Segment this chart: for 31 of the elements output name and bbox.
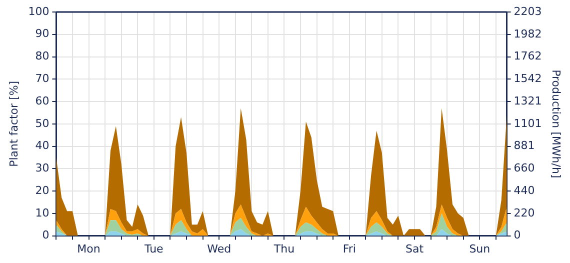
y-tick-label: 30 xyxy=(35,162,50,175)
y2-tick-label: 1321 xyxy=(514,94,542,108)
x-tick-label: Fri xyxy=(342,242,356,256)
x-tick-label: Wed xyxy=(207,242,232,256)
x-tick-label: Sat xyxy=(405,242,424,256)
y-tick-label: 10 xyxy=(35,206,50,220)
y2-tick-label: 660 xyxy=(514,162,535,175)
y-tick-label: 60 xyxy=(35,94,50,108)
y2-tick-label: 1982 xyxy=(514,27,542,40)
y2-tick-label: 1101 xyxy=(514,116,542,130)
x-tick-label: Thu xyxy=(272,242,295,256)
y2-tick-label: 1762 xyxy=(514,50,542,63)
y2-tick-label: 2203 xyxy=(514,4,542,18)
y2-tick-label: 1542 xyxy=(514,72,542,86)
y-tick-label: 100 xyxy=(28,4,50,18)
y-tick-label: 20 xyxy=(35,184,50,197)
y-tick-label: 0 xyxy=(42,228,50,242)
y-axis-title: Plant factor [%] xyxy=(7,80,20,167)
y2-tick-label: 220 xyxy=(514,206,535,220)
x-tick-label: Sun xyxy=(469,242,490,256)
y2-tick-label: 440 xyxy=(514,184,535,197)
y-tick-label: 40 xyxy=(35,139,50,152)
y-tick-label: 70 xyxy=(35,72,50,85)
x-tick-label: Tue xyxy=(144,242,164,256)
y2-axis-title: Production [MWh/h] xyxy=(550,70,563,178)
y-tick-label: 50 xyxy=(35,116,50,130)
x-tick-label: Mon xyxy=(77,242,100,256)
y-tick-label: 90 xyxy=(35,27,50,40)
y-tick-label: 80 xyxy=(35,50,50,63)
y2-tick-label: 0 xyxy=(514,228,521,242)
y2-tick-label: 881 xyxy=(514,139,535,152)
